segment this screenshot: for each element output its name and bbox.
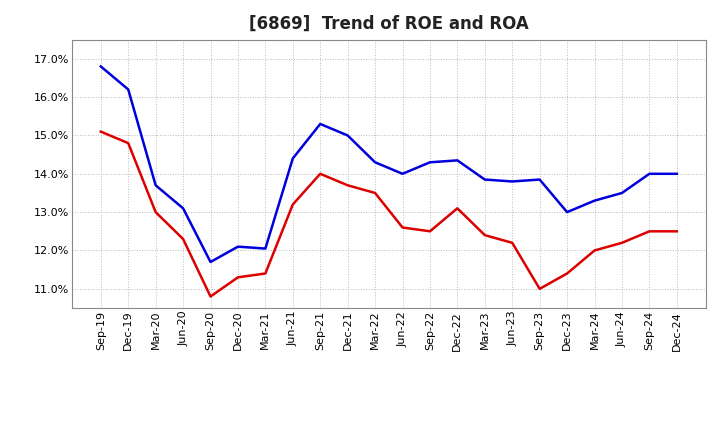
ROA [343,133,352,138]
ROE [206,294,215,299]
ROE [96,129,105,134]
ROA [261,246,270,251]
ROA [618,191,626,196]
Title: [6869]  Trend of ROE and ROA: [6869] Trend of ROE and ROA [249,15,528,33]
ROE [536,286,544,291]
ROE [316,171,325,176]
ROA [179,205,187,211]
Line: ROA: ROA [101,66,677,262]
ROA [316,121,325,127]
ROA [151,183,160,188]
ROE [645,229,654,234]
ROE [151,209,160,215]
ROA [590,198,599,203]
ROA [426,160,434,165]
ROE [508,240,516,246]
ROE [563,271,572,276]
ROE [618,240,626,246]
ROE [343,183,352,188]
ROE [480,232,489,238]
ROE [426,229,434,234]
ROE [371,191,379,196]
ROA [480,177,489,182]
ROA [206,259,215,264]
ROE [179,236,187,242]
ROA [536,177,544,182]
ROA [124,87,132,92]
ROE [124,140,132,146]
ROA [371,160,379,165]
ROE [453,205,462,211]
ROA [96,64,105,69]
ROA [563,209,572,215]
ROA [289,156,297,161]
ROA [233,244,242,249]
ROA [453,158,462,163]
ROE [233,275,242,280]
ROA [398,171,407,176]
ROE [289,202,297,207]
ROE [672,229,681,234]
ROA [508,179,516,184]
ROE [398,225,407,230]
ROE [590,248,599,253]
ROA [645,171,654,176]
Line: ROE: ROE [101,132,677,297]
ROE [261,271,270,276]
ROA [672,171,681,176]
